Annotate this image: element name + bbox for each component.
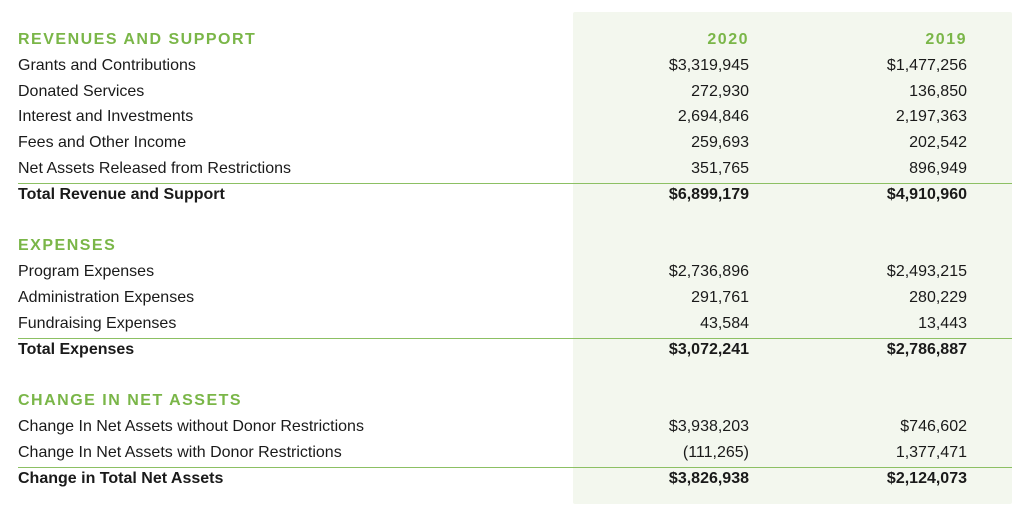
section-title: REVENUES AND SUPPORT: [18, 31, 257, 48]
table-row: Donated Services 272,930 136,850: [0, 79, 1024, 105]
value-2020: $2,736,896: [668, 263, 749, 280]
total-value-2019: $2,786,887: [886, 341, 967, 358]
value-2020: 43,584: [700, 315, 749, 332]
total-label: Total Expenses: [18, 341, 135, 358]
row-label: Grants and Contributions: [18, 57, 196, 74]
row-label: Fees and Other Income: [18, 134, 187, 151]
total-label: Change in Total Net Assets: [18, 470, 224, 487]
value-2020: 272,930: [691, 83, 749, 100]
row-label: Change In Net Assets with Donor Restrict…: [18, 444, 342, 461]
value-2019: 136,850: [909, 83, 967, 100]
value-2019: 2,197,363: [895, 108, 967, 125]
row-label: Net Assets Released from Restrictions: [18, 160, 291, 177]
total-divider: [18, 467, 1012, 468]
row-label: Program Expenses: [18, 263, 155, 280]
column-header-2019: 2019: [925, 31, 967, 48]
revenues-section-header: REVENUES AND SUPPORT 2020 2019: [0, 27, 1024, 53]
total-row: Total Revenue and Support $6,899,179 $4,…: [0, 182, 1024, 208]
column-header-2020: 2020: [707, 31, 749, 48]
total-value-2020: $3,826,938: [668, 470, 749, 487]
value-2020: 291,761: [691, 289, 749, 306]
value-2020: $3,938,203: [668, 418, 749, 435]
value-2020: (111,265): [682, 444, 749, 461]
table-row: Fees and Other Income 259,693 202,542: [0, 130, 1024, 156]
total-value-2020: $6,899,179: [668, 186, 749, 203]
total-value-2019: $2,124,073: [886, 470, 967, 487]
value-2019: 280,229: [909, 289, 967, 306]
total-label: Total Revenue and Support: [18, 186, 225, 203]
row-label: Administration Expenses: [18, 289, 195, 306]
table-row: Change In Net Assets with Donor Restrict…: [0, 440, 1024, 466]
table-row: Administration Expenses 291,761 280,229: [0, 285, 1024, 311]
table-row: Net Assets Released from Restrictions 35…: [0, 156, 1024, 182]
value-2019: $2,493,215: [886, 263, 967, 280]
year-columns-background: [573, 12, 1012, 504]
section-title: CHANGE IN NET ASSETS: [18, 392, 243, 409]
total-value-2020: $3,072,241: [668, 341, 749, 358]
table-row: Program Expenses $2,736,896 $2,493,215: [0, 259, 1024, 285]
table-row: Grants and Contributions $3,319,945 $1,4…: [0, 53, 1024, 79]
value-2020: 351,765: [691, 160, 749, 177]
net-assets-section-header: CHANGE IN NET ASSETS: [0, 388, 1024, 414]
value-2020: $3,319,945: [668, 57, 749, 74]
value-2019: $1,477,256: [886, 57, 967, 74]
value-2019: 1,377,471: [895, 444, 967, 461]
total-divider: [18, 183, 1012, 184]
value-2019: $746,602: [900, 418, 967, 435]
total-row: Change in Total Net Assets $3,826,938 $2…: [0, 466, 1024, 492]
row-label: Donated Services: [18, 83, 145, 100]
total-divider: [18, 338, 1012, 339]
table-row: Change In Net Assets without Donor Restr…: [0, 414, 1024, 440]
table-row: Fundraising Expenses 43,584 13,443: [0, 311, 1024, 337]
total-value-2019: $4,910,960: [886, 186, 967, 203]
row-label: Fundraising Expenses: [18, 315, 177, 332]
value-2020: 259,693: [691, 134, 749, 151]
row-label: Change In Net Assets without Donor Restr…: [18, 418, 364, 435]
expenses-section-header: EXPENSES: [0, 233, 1024, 259]
value-2019: 13,443: [918, 315, 967, 332]
table-row: Interest and Investments 2,694,846 2,197…: [0, 104, 1024, 130]
total-row: Total Expenses $3,072,241 $2,786,887: [0, 337, 1024, 363]
value-2020: 2,694,846: [677, 108, 749, 125]
value-2019: 202,542: [909, 134, 967, 151]
value-2019: 896,949: [909, 160, 967, 177]
row-label: Interest and Investments: [18, 108, 194, 125]
section-title: EXPENSES: [18, 237, 117, 254]
